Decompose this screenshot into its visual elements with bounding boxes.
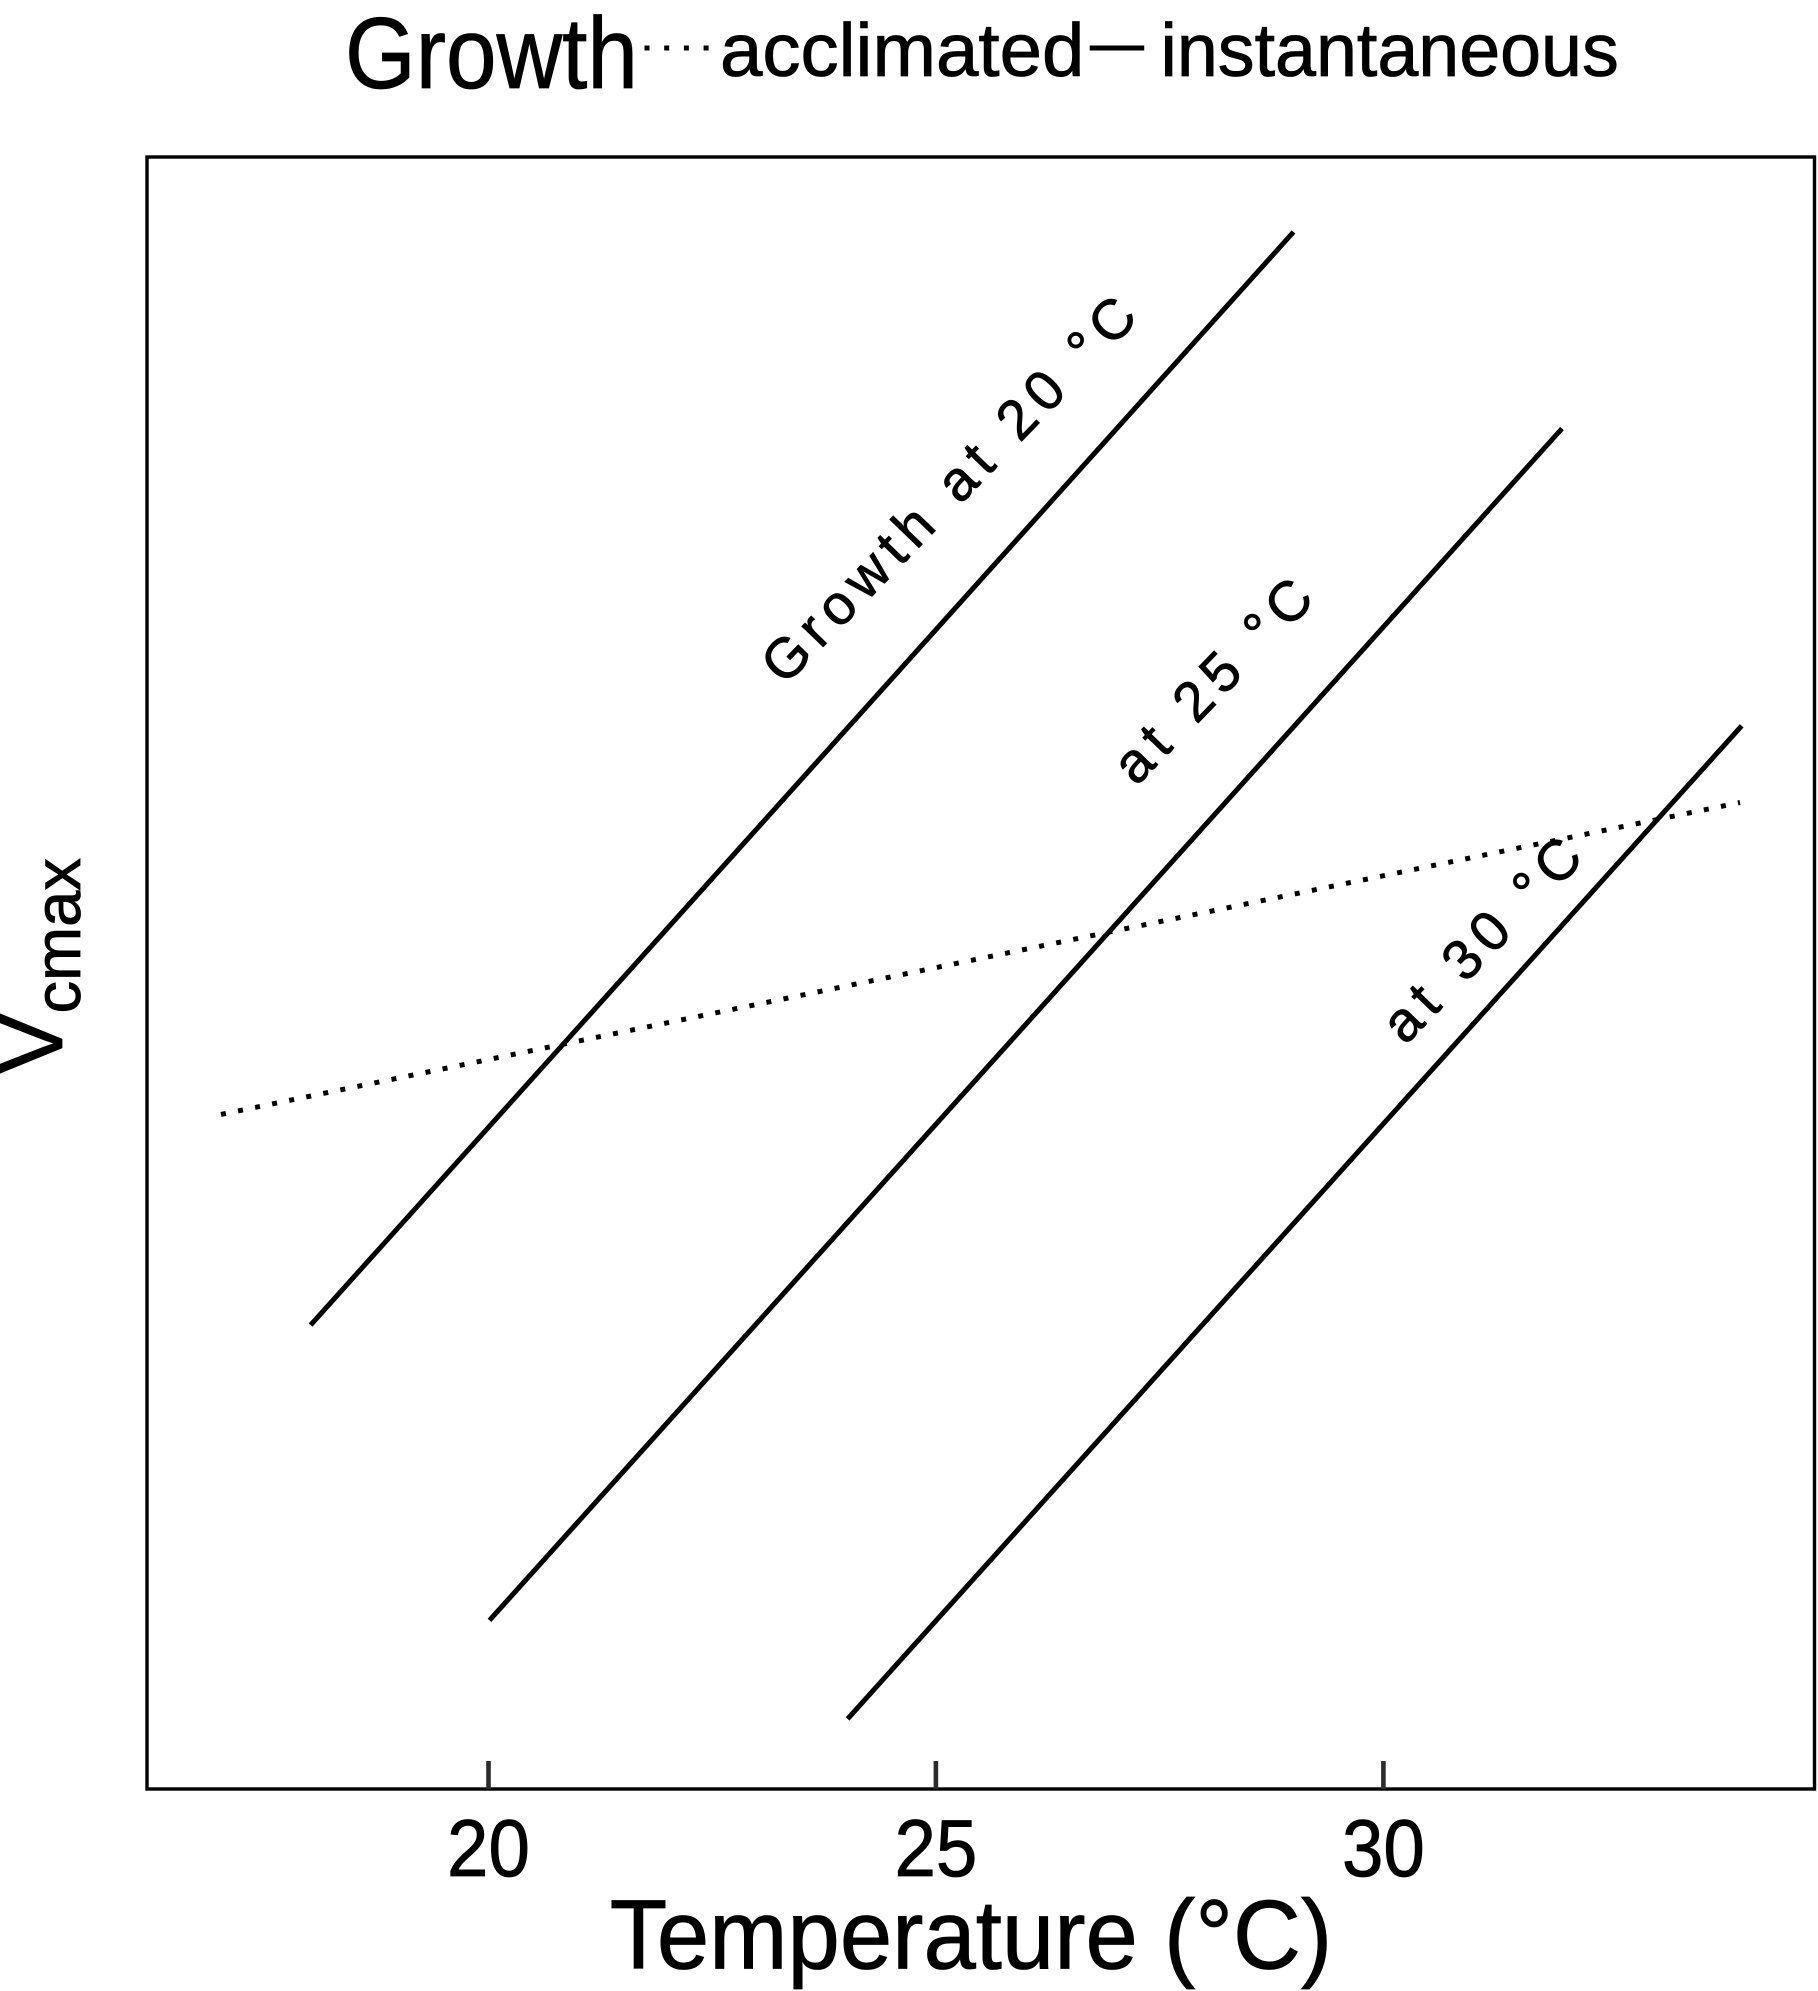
- svg-text:30: 30: [1342, 1804, 1425, 1894]
- svg-text:Growth: Growth: [345, 0, 638, 110]
- svg-text:20: 20: [447, 1804, 530, 1894]
- svg-text:instantaneous: instantaneous: [1161, 8, 1619, 92]
- svg-text:Temperature (°C): Temperature (°C): [610, 1881, 1332, 1990]
- svg-text:25: 25: [894, 1804, 977, 1894]
- svg-text:acclimated: acclimated: [720, 8, 1084, 93]
